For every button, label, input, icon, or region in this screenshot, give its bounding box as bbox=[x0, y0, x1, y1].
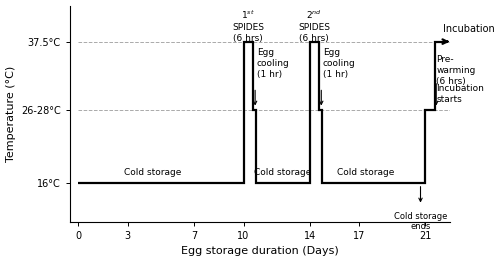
Text: Egg
cooling
(1 hr): Egg cooling (1 hr) bbox=[257, 48, 290, 79]
X-axis label: Egg storage duration (Days): Egg storage duration (Days) bbox=[181, 247, 339, 256]
Y-axis label: Temperature (°C): Temperature (°C) bbox=[6, 66, 16, 162]
Text: Incubation: Incubation bbox=[443, 24, 494, 34]
Text: Cold storage: Cold storage bbox=[124, 168, 182, 177]
Text: Egg
cooling
(1 hr): Egg cooling (1 hr) bbox=[323, 48, 356, 79]
Text: Cold storage: Cold storage bbox=[337, 168, 394, 177]
Text: Incubation
starts: Incubation starts bbox=[436, 84, 484, 104]
Text: $2^{nd}$
SPIDES
(6 hrs): $2^{nd}$ SPIDES (6 hrs) bbox=[298, 9, 330, 43]
Text: Cold storage: Cold storage bbox=[254, 168, 312, 177]
Text: Cold storage
ends: Cold storage ends bbox=[394, 212, 447, 231]
Text: Pre-
warming
(6 hrs): Pre- warming (6 hrs) bbox=[436, 55, 476, 86]
Text: $1^{st}$
SPIDES
(6 hrs): $1^{st}$ SPIDES (6 hrs) bbox=[232, 9, 264, 43]
